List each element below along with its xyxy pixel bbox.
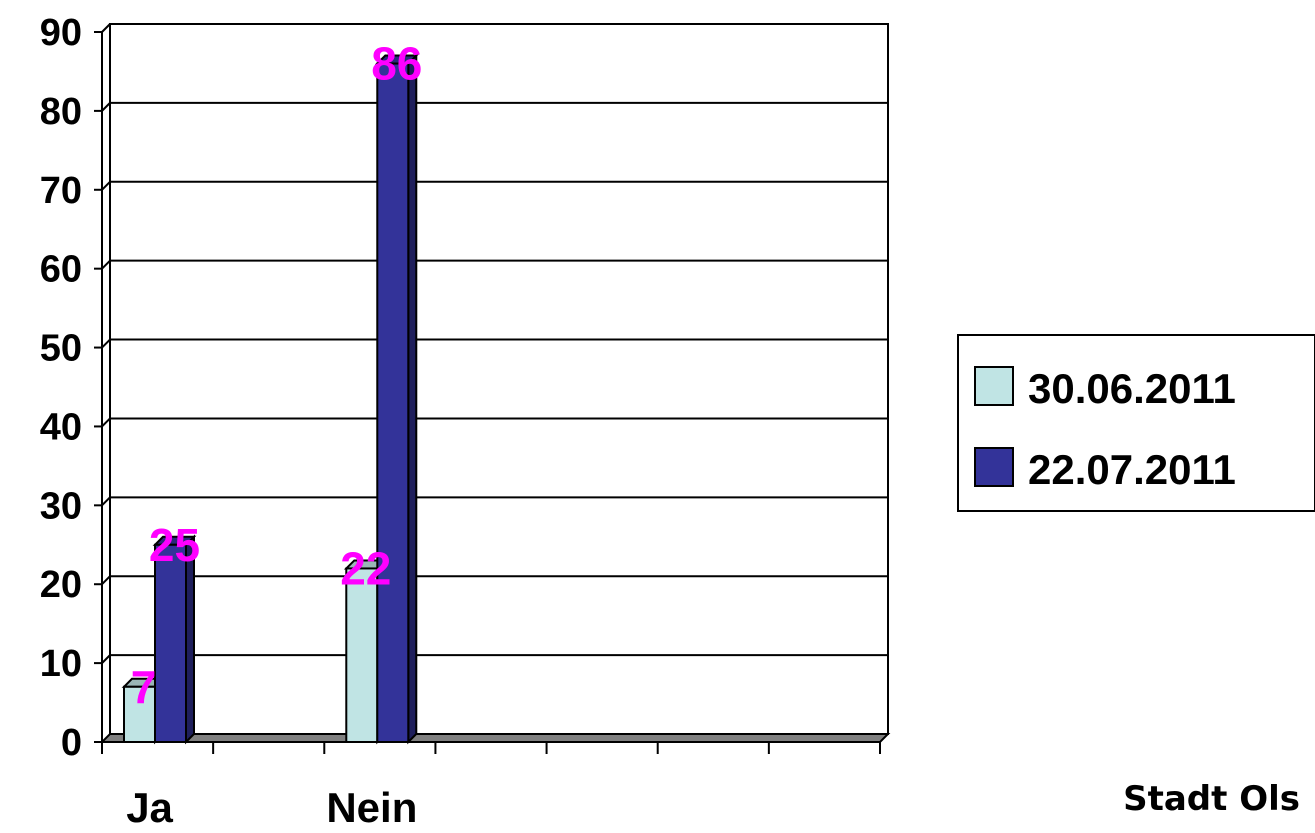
- y-tick-label: 50: [40, 328, 82, 370]
- plot-floor: [99, 733, 891, 743]
- gridline-side: [101, 23, 111, 33]
- data-label-nein-series-1: 22: [340, 542, 391, 594]
- y-tick-label: 80: [40, 91, 82, 133]
- gridline-side: [101, 338, 111, 349]
- y-tick-label: 90: [40, 12, 82, 54]
- bar-nein-series-2: [374, 53, 419, 745]
- y-tick-labels: 0 10 20 30 40 50 60 70 80 90: [40, 12, 82, 764]
- gridline-side: [101, 654, 111, 664]
- data-label-ja-series-1: 7: [131, 661, 157, 713]
- data-label-nein-series-2: 86: [371, 38, 422, 90]
- gridline-side: [101, 417, 111, 428]
- y-tick-label: 30: [40, 485, 82, 527]
- gridline-side: [101, 102, 111, 112]
- footer-label: Stadt Ols: [1123, 779, 1300, 819]
- plot-back-wall: [109, 23, 889, 735]
- y-tick-label: 40: [40, 406, 82, 448]
- y-tick-label: 20: [40, 564, 82, 606]
- gridline-side: [101, 496, 111, 507]
- gridlines: [99, 23, 891, 743]
- data-label-ja-series-2: 25: [149, 519, 200, 571]
- legend-label-series-2: 22.07.2011: [1028, 446, 1236, 493]
- gridline-side: [101, 259, 111, 270]
- axes: [94, 31, 881, 754]
- bar-ja-series-2: [152, 534, 197, 745]
- legend-box: [957, 334, 1315, 512]
- bars: [121, 53, 419, 745]
- data-labels: 7 25 22 86: [131, 38, 423, 713]
- legend-swatch-series-2: [974, 447, 1014, 487]
- x-tick-label-nein: Nein: [326, 784, 417, 831]
- x-tick-label-ja: Ja: [126, 784, 173, 831]
- x-tick-labels: Ja Nein: [126, 784, 417, 831]
- legend: 30.06.2011 22.07.2011: [957, 334, 1315, 512]
- y-tick-label: 0: [61, 722, 82, 764]
- gridline-side: [101, 575, 111, 585]
- legend-label-series-1: 30.06.2011: [1028, 365, 1236, 412]
- y-tick-label: 60: [40, 249, 82, 291]
- y-tick-label: 70: [40, 170, 82, 212]
- gridline-side: [101, 181, 111, 191]
- legend-swatch-series-1: [974, 366, 1014, 406]
- y-tick-label: 10: [40, 643, 82, 685]
